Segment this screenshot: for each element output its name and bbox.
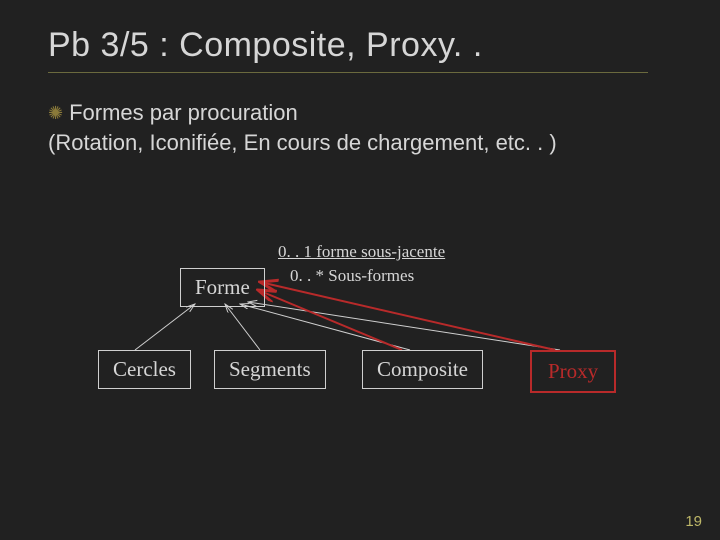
slide-title: Pb 3/5 : Composite, Proxy. . xyxy=(48,26,483,65)
bullet-icon: ✺ xyxy=(48,103,63,123)
node-proxy: Proxy xyxy=(530,350,616,393)
node-composite: Composite xyxy=(362,350,483,389)
class-diagram: 0. . 1 forme sous-jacente 0. . * Sous-fo… xyxy=(0,220,720,480)
annot-sous-jacente: 0. . 1 forme sous-jacente xyxy=(278,242,445,262)
slide-body: ✺ Formes par procuration (Rotation, Iconi… xyxy=(48,98,557,157)
node-cercles: Cercles xyxy=(98,350,191,389)
title-underline xyxy=(48,72,648,73)
page-number: 19 xyxy=(685,513,702,530)
body-line-1: Formes par procuration xyxy=(69,100,298,125)
node-forme: Forme xyxy=(180,268,265,307)
annot-sous-formes: 0. . * Sous-formes xyxy=(290,266,414,286)
node-segments: Segments xyxy=(214,350,326,389)
body-line-2: (Rotation, Iconifiée, En cours de charge… xyxy=(48,130,557,155)
